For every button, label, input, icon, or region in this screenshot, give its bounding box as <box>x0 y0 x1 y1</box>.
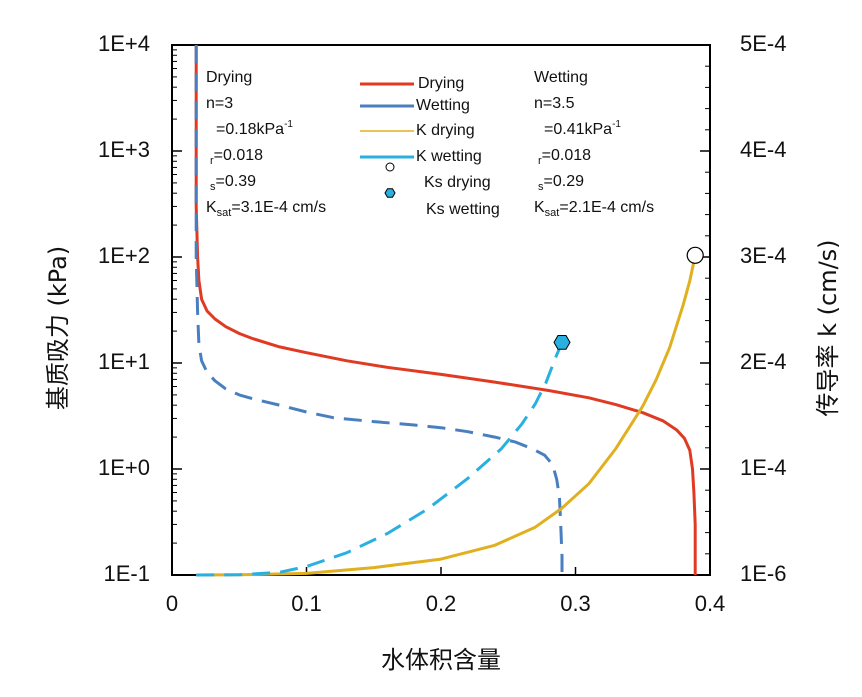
right-tick-label-4: 4E-4 <box>740 137 786 162</box>
x-ticks: 0 0.1 0.2 0.3 0.4 <box>166 567 725 616</box>
left-tick-label-5: 1E+4 <box>98 31 150 56</box>
wetting-alpha-sup: -1 <box>612 119 621 130</box>
drying-theta-s-value: =0.39 <box>216 173 257 190</box>
drying-theta-s-sub: s <box>210 181 216 193</box>
drying-param-n: n=3 <box>206 95 233 112</box>
drying-ksat-k: K <box>206 199 217 216</box>
wetting-param-alpha: =0.41kPa-1 <box>544 119 621 138</box>
legend-marker-ks-drying <box>385 162 395 172</box>
x-tick-label-3: 0.3 <box>560 591 591 616</box>
legend: Drying Wetting K drying K wetting Ks dry… <box>360 75 500 218</box>
left-tick-label-2: 1E+1 <box>98 349 150 374</box>
x-tick-label-0: 0 <box>166 591 178 616</box>
drying-ksat-sub: sat <box>217 207 232 219</box>
wetting-param-title: Wetting <box>534 69 588 86</box>
wetting-theta-s-sub: s <box>538 181 544 193</box>
left-ticks: 1E-1 1E+0 1E+1 1E+2 1E+3 1E+4 <box>98 31 182 586</box>
wetting-param-theta-r: r=0.018 <box>538 147 591 167</box>
wetting-theta-r-sub: r <box>538 155 542 167</box>
left-tick-label-1: 1E+0 <box>98 455 150 480</box>
line-drying <box>194 45 697 575</box>
legend-marker-ks-wetting <box>384 188 396 198</box>
wetting-ksat-k: K <box>534 199 545 216</box>
drying-theta-r-sub: r <box>210 155 214 167</box>
left-tick-label-0: 1E-1 <box>104 561 150 586</box>
x-axis-title: 水体积含量 <box>381 646 501 674</box>
drying-param-theta-r: r=0.018 <box>210 147 263 167</box>
right-tick-label-5: 5E-4 <box>740 31 786 56</box>
drying-parameters: Drying n=3 =0.18kPa-1 r=0.018 s=0.39 Ksa… <box>206 69 326 219</box>
drying-param-ksat: Ksat=3.1E-4 cm/s <box>206 199 326 219</box>
x-tick-label-2: 0.2 <box>426 591 457 616</box>
x-tick-label-1: 0.1 <box>291 591 322 616</box>
wetting-theta-s-value: =0.29 <box>544 173 585 190</box>
wetting-parameters: Wetting n=3.5 =0.41kPa-1 r=0.018 s=0.29 … <box>534 69 654 219</box>
left-tick-label-3: 1E+2 <box>98 243 150 268</box>
right-tick-label-3: 3E-4 <box>740 243 786 268</box>
legend-label-ks-drying: Ks drying <box>424 174 491 191</box>
wetting-param-theta-s: s=0.29 <box>538 173 584 193</box>
line-k-drying <box>196 254 697 577</box>
drying-param-alpha: =0.18kPa-1 <box>216 119 293 138</box>
drying-param-theta-s: s=0.39 <box>210 173 256 193</box>
legend-label-wetting: Wetting <box>416 97 470 114</box>
right-tick-label-1: 1E-4 <box>740 455 786 480</box>
legend-label-k-wetting: K wetting <box>416 148 482 165</box>
legend-label-ks-wetting: Ks wetting <box>426 201 500 218</box>
point-ks-drying <box>686 246 704 264</box>
drying-alpha-value: =0.18kPa <box>216 121 284 138</box>
y-axis-left-title: 基质吸力 (kPa) <box>44 246 72 410</box>
line-wetting <box>194 45 564 575</box>
wetting-ksat-value: =2.1E-4 cm/s <box>559 199 654 216</box>
drying-ksat-value: =3.1E-4 cm/s <box>231 199 326 216</box>
line-k-wetting <box>196 341 564 577</box>
right-tick-label-0: 1E-6 <box>740 561 786 586</box>
wetting-param-ksat: Ksat=2.1E-4 cm/s <box>534 199 654 219</box>
series-layer <box>194 45 704 577</box>
left-tick-label-4: 1E+3 <box>98 137 150 162</box>
point-ks-wetting <box>553 335 571 350</box>
wetting-alpha-value: =0.41kPa <box>544 121 612 138</box>
drying-param-title: Drying <box>206 69 252 86</box>
wetting-theta-r-value: =0.018 <box>542 147 591 164</box>
drying-theta-r-value: =0.018 <box>214 147 263 164</box>
y-axis-right-title: 传导率 k (cm/s) <box>814 239 842 416</box>
right-ticks: 1E-6 1E-4 2E-4 3E-4 4E-4 5E-4 <box>700 31 786 586</box>
legend-label-k-drying: K drying <box>416 122 475 139</box>
wetting-ksat-sub: sat <box>545 207 560 219</box>
drying-alpha-sup: -1 <box>284 119 293 130</box>
right-tick-label-2: 2E-4 <box>740 349 786 374</box>
legend-label-drying: Drying <box>418 75 464 92</box>
x-tick-label-4: 0.4 <box>695 591 726 616</box>
wetting-param-n: n=3.5 <box>534 95 575 112</box>
